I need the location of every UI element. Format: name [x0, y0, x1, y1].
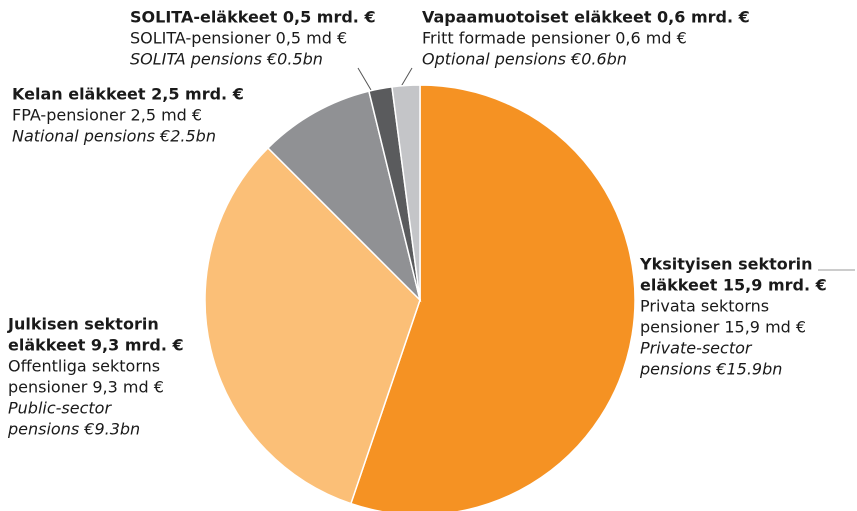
slice-label: Kelan eläkkeet 2,5 mrd. € — [12, 85, 244, 104]
pie-slice — [391, 84, 421, 301]
slice-label: Yksityisen sektorin — [639, 255, 813, 274]
slice-label: Privata sektorns — [640, 297, 769, 316]
slice-label: National pensions €2.5bn — [12, 127, 216, 146]
pie-slice — [204, 146, 421, 505]
slice-label: Optional pensions €0.6bn — [422, 50, 627, 69]
slice-label: SOLITA-pensioner 0,5 md € — [130, 29, 347, 48]
slice-label: Fritt formade pensioner 0,6 md € — [422, 29, 687, 48]
slice-label: Private-sector — [640, 339, 753, 358]
slice-label: pensioner 15,9 md € — [640, 318, 806, 337]
slice-label: pensions €9.3bn — [7, 420, 140, 439]
slice-label: Julkisen sektorin — [7, 315, 159, 334]
pie-slice — [266, 90, 422, 303]
slice-label: pensioner 9,3 md € — [8, 378, 164, 397]
slice-label: pensions €15.9bn — [639, 360, 782, 379]
slice-label: Public-sector — [8, 399, 112, 418]
slice-label: SOLITA pensions €0.5bn — [130, 50, 323, 69]
slice-label: eläkkeet 15,9 mrd. € — [640, 276, 827, 295]
slice-label: Offentliga sektorns — [8, 357, 160, 376]
slice-label: Vapaamuotoiset eläkkeet 0,6 mrd. € — [422, 8, 750, 27]
slice-label: eläkkeet 9,3 mrd. € — [8, 336, 184, 355]
leader-line — [357, 67, 372, 91]
slice-label: SOLITA-eläkkeet 0,5 mrd. € — [130, 8, 376, 27]
slice-label: FPA-pensioner 2,5 md € — [12, 106, 202, 125]
pie-slice — [349, 84, 636, 511]
